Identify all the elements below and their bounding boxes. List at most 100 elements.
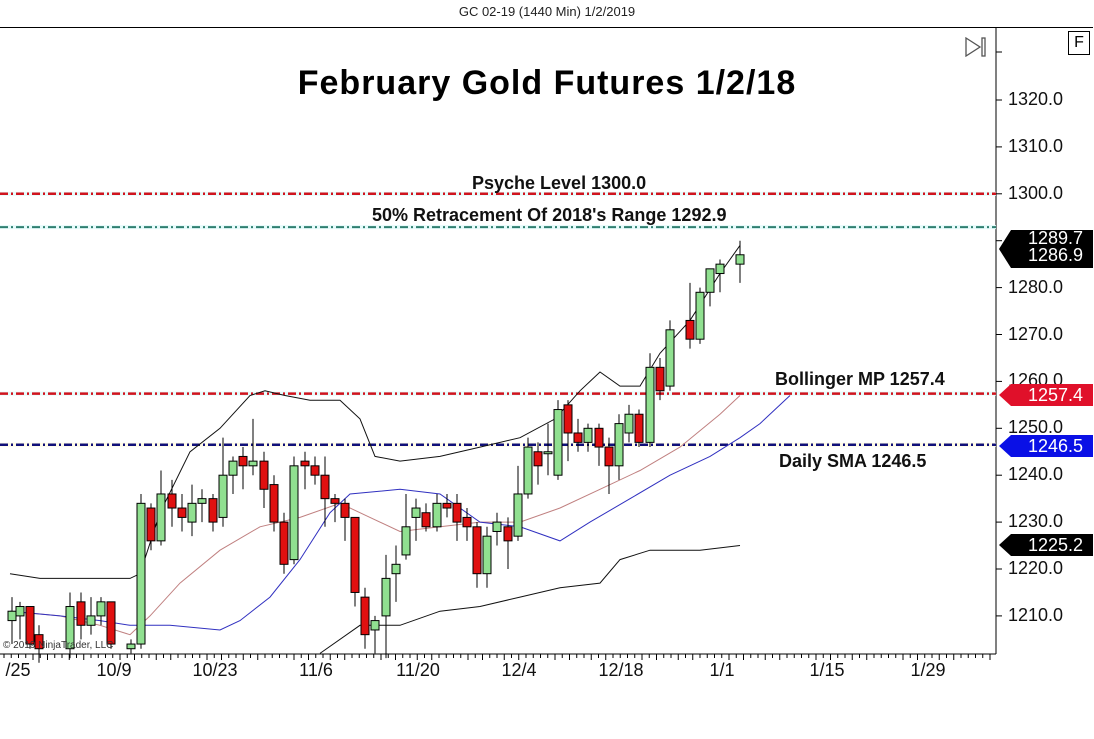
candle-body xyxy=(482,535,492,575)
candle-body xyxy=(310,465,320,476)
bollinger-mp-label: Bollinger MP 1257.4 xyxy=(775,369,945,389)
y-tick-label: 1280.0 xyxy=(1008,276,1064,297)
candle-body xyxy=(340,502,350,518)
indicator-line xyxy=(319,545,741,654)
candle-body xyxy=(452,502,462,523)
x-tick-label: 1/15 xyxy=(809,660,845,680)
candle-body xyxy=(330,498,340,504)
candle-body xyxy=(472,526,482,575)
candle-body xyxy=(442,502,452,509)
candle-body xyxy=(177,507,187,518)
candle-body xyxy=(655,366,665,392)
instrument-title: GC 02-19 (1440 Min) 1/2/2019 xyxy=(458,4,636,19)
candle-body xyxy=(735,254,745,265)
last-price-flag: 1289.7 1286.9 xyxy=(999,230,1093,268)
sma-flag: 1246.5 xyxy=(999,435,1093,457)
candle-body xyxy=(76,601,86,626)
candle-body xyxy=(7,610,17,622)
candle-body xyxy=(715,263,725,275)
y-tick-label: 1310.0 xyxy=(1008,135,1064,156)
copyright-notice: © 2019 NinjaTrader, LLC xyxy=(3,640,114,651)
candle-body xyxy=(513,493,523,537)
x-tick-label: 10/23 xyxy=(192,660,238,680)
f-button[interactable]: F xyxy=(1068,31,1090,55)
candle-body xyxy=(106,601,116,645)
candle-body xyxy=(503,526,513,542)
candle-body xyxy=(614,423,624,467)
y-tick-label: 1240.0 xyxy=(1008,464,1064,485)
candle-body xyxy=(86,615,96,626)
candle-body xyxy=(248,460,258,467)
candle-body xyxy=(370,620,380,631)
candle-body xyxy=(187,502,197,523)
candle-body xyxy=(462,516,472,528)
x-tick-label: 11/20 xyxy=(396,660,440,680)
last-price-value: 1286.9 xyxy=(1027,245,1083,265)
candle-body xyxy=(401,526,411,556)
candle-body xyxy=(350,516,360,593)
candle-body xyxy=(533,451,543,467)
candle-body xyxy=(320,474,330,500)
x-tick-label: 1/29 xyxy=(910,660,946,680)
x-tick-label: /25 xyxy=(5,660,31,680)
candle-body xyxy=(523,446,533,495)
candle-body xyxy=(279,521,289,565)
candle-body xyxy=(432,502,442,528)
candle-body xyxy=(391,563,401,575)
candle-body xyxy=(665,329,675,387)
daily-sma-label: Daily SMA 1246.5 xyxy=(779,451,927,471)
candle-body xyxy=(15,606,25,617)
candle-body xyxy=(156,493,166,542)
candle-body xyxy=(218,474,228,518)
candle-body xyxy=(411,507,421,518)
candle-body xyxy=(604,446,614,467)
candle-body xyxy=(269,484,279,523)
y-tick-label: 1320.0 xyxy=(1008,89,1064,109)
candle-body xyxy=(594,427,604,448)
candle-body xyxy=(197,498,207,504)
chart-title: February Gold Futures 1/2/18 xyxy=(297,64,797,102)
retracement-label: 50% Retracement Of 2018's Range 1292.9 xyxy=(372,205,727,225)
y-tick-label: 1270.0 xyxy=(1008,323,1064,344)
candle-body xyxy=(228,460,238,476)
candle-body xyxy=(360,596,370,636)
play-to-end-icon[interactable] xyxy=(965,37,989,57)
candle-body xyxy=(563,404,573,434)
indicator-line xyxy=(9,395,791,631)
x-tick-label: 1/1 xyxy=(709,660,735,680)
candle-body xyxy=(573,432,583,443)
candle-body xyxy=(492,521,502,532)
candle-body xyxy=(96,601,106,617)
candle-body xyxy=(25,606,35,645)
candle-body xyxy=(208,498,218,523)
x-tick-label: 12/4 xyxy=(501,660,537,680)
candle-body xyxy=(300,460,310,467)
candle-body xyxy=(695,291,705,340)
candle-body xyxy=(645,366,655,443)
candle-body xyxy=(553,409,563,476)
candle-body xyxy=(624,413,634,434)
lower-band-flag: 1225.2 xyxy=(999,534,1093,556)
chart-frame xyxy=(0,27,1093,656)
bollinger-mp-flag: 1257.4 xyxy=(999,384,1093,406)
candle-body xyxy=(65,606,75,650)
candle-body xyxy=(238,455,248,467)
x-tick-label: 12/18 xyxy=(598,660,644,680)
candle-body xyxy=(543,451,553,455)
candle-body xyxy=(146,507,156,542)
indicator-line xyxy=(9,245,741,579)
high-price-value: 1289.7 xyxy=(1027,228,1083,248)
candle-body xyxy=(583,427,593,443)
candle-body xyxy=(421,512,431,528)
y-tick-label: 1220.0 xyxy=(1008,558,1064,578)
psyche-level-label: Psyche Level 1300.0 xyxy=(472,173,647,193)
candle-body xyxy=(289,465,299,561)
candle-body xyxy=(126,643,136,650)
y-tick-label: 1230.0 xyxy=(1008,511,1064,532)
x-tick-label: 10/9 xyxy=(96,660,132,680)
y-tick-label: 1210.0 xyxy=(1008,604,1064,625)
candle-body xyxy=(381,577,391,617)
candle-body xyxy=(136,502,146,645)
x-tick-label: 11/6 xyxy=(299,660,333,680)
